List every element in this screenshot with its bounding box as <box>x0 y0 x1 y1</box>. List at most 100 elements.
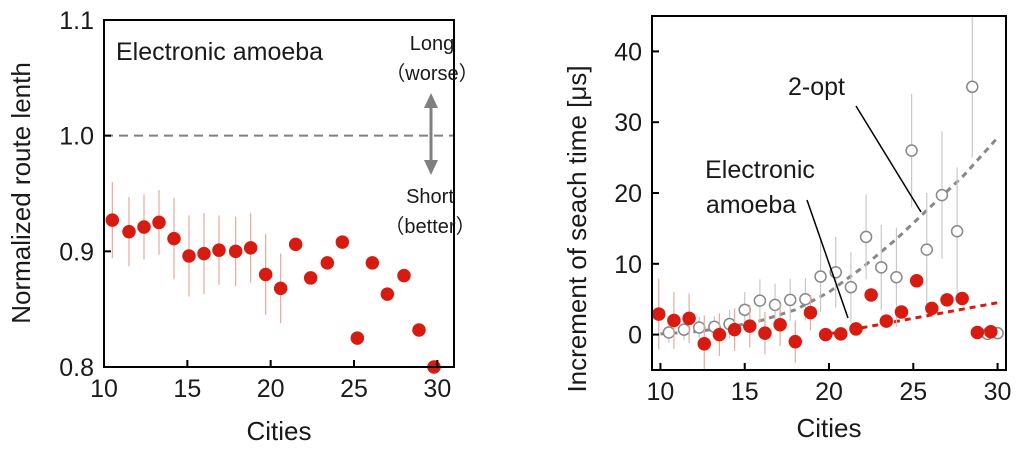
amoeba-point <box>758 326 772 340</box>
right-y-tick-label: 20 <box>614 180 642 208</box>
amoeba-point <box>105 213 120 227</box>
up-down-arrow-icon <box>424 93 438 175</box>
amoeba-point <box>909 274 924 288</box>
left-x-tick-label: 10 <box>90 375 118 403</box>
better-label: （better） <box>384 215 475 238</box>
amoeba-point <box>380 287 395 301</box>
right-x-tick-label: 30 <box>984 378 1012 406</box>
two-opt-point <box>662 326 676 339</box>
left-y-tick-label: 0.9 <box>59 238 94 266</box>
amoeba-point <box>743 319 757 333</box>
left-ticks: 10 15 20 25 30 0.8 0.9 1.0 1.1 <box>59 7 451 403</box>
amoeba-point <box>697 337 712 351</box>
amoeba-point <box>925 301 939 316</box>
left-y-tick-label: 0.8 <box>59 354 94 382</box>
right-y-tick-label: 10 <box>614 251 642 279</box>
left-y-tick-label: 1.1 <box>59 7 94 35</box>
two-opt-point <box>799 292 812 306</box>
right-y-tick-label: 0 <box>628 322 642 350</box>
two-opt-point <box>875 261 888 274</box>
amoeba-point <box>788 334 803 349</box>
two-opt-point <box>890 271 903 284</box>
amoeba-point <box>320 256 335 270</box>
amoeba-point <box>335 235 350 249</box>
right-x-tick-label: 25 <box>899 378 927 406</box>
two-opt-label: 2-opt <box>788 73 845 101</box>
two-opt-point <box>966 80 979 94</box>
amoeba-point <box>894 305 909 319</box>
amoeba-inset-label: Electronic amoeba <box>116 38 323 66</box>
worse-label: （worse） <box>385 62 478 85</box>
amoeba-point <box>258 267 273 282</box>
right-series-layer <box>651 16 1004 370</box>
left-x-tick-label: 30 <box>423 375 451 403</box>
amoeba-point <box>667 313 681 328</box>
amoeba-point <box>243 241 258 255</box>
amoeba-point <box>303 271 318 285</box>
amoeba-point <box>984 325 998 339</box>
right-y-tick-label: 30 <box>614 109 642 137</box>
amoeba-point <box>197 246 211 261</box>
short-label: Short <box>406 186 454 208</box>
amoeba-point <box>288 237 303 252</box>
right-y-axis-label: Increment of seach time [μs] <box>562 65 592 392</box>
two-opt-point <box>905 144 918 157</box>
two-opt-point <box>950 224 964 238</box>
two-opt-point <box>768 298 782 312</box>
two-opt-leader-line <box>855 105 922 213</box>
amoeba-point <box>818 327 833 342</box>
amoeba-point <box>212 243 226 257</box>
amoeba-point <box>137 220 151 234</box>
two-opt-point <box>814 270 827 283</box>
two-opt-point <box>844 280 858 294</box>
two-opt-point <box>935 188 949 202</box>
right-y-tick-label: 40 <box>614 38 642 66</box>
left-x-tick-label: 25 <box>340 375 368 403</box>
amoeba-point <box>955 291 969 306</box>
amoeba-point <box>834 327 848 341</box>
amoeba-point <box>365 256 380 270</box>
amoeba-point <box>970 325 985 340</box>
left-x-tick-label: 15 <box>173 375 201 403</box>
amoeba-point <box>412 323 426 337</box>
amoeba-point <box>651 307 666 321</box>
two-opt-point <box>738 303 751 317</box>
two-opt-point <box>783 293 797 307</box>
amoeba-point <box>879 314 894 328</box>
two-opt-point <box>859 230 873 244</box>
amoeba-point <box>682 311 696 326</box>
amoeba-point <box>712 327 727 342</box>
amoeba-leader-line <box>806 199 849 319</box>
amoeba-point <box>152 215 166 230</box>
long-label: Long <box>410 33 455 55</box>
amoeba-point <box>727 322 742 337</box>
amoeba-point <box>350 331 365 345</box>
left-y-tick-label: 1.0 <box>59 123 94 151</box>
left-series-layer <box>104 134 454 374</box>
right-x-axis-label: Cities <box>796 413 861 443</box>
amoeba-label-line2: amoeba <box>706 191 796 219</box>
amoeba-point <box>167 231 181 246</box>
left-y-axis-label: Normalized route lenth <box>6 62 36 324</box>
two-opt-point <box>920 243 934 256</box>
right-x-tick-label: 10 <box>647 378 675 406</box>
amoeba-point <box>273 281 288 296</box>
right-x-tick-label: 15 <box>731 378 759 406</box>
two-opt-point <box>677 323 691 336</box>
amoeba-point <box>122 224 136 239</box>
right-x-tick-label: 20 <box>815 378 843 406</box>
amoeba-point <box>940 293 954 307</box>
amoeba-point <box>397 268 411 283</box>
amoeba-point <box>864 288 878 302</box>
amoeba-point <box>182 249 196 263</box>
two-opt-point <box>753 294 767 307</box>
two-opt-point <box>692 321 706 334</box>
left-x-axis-label: Cities <box>246 416 311 446</box>
amoeba-point <box>849 322 863 336</box>
route-length-chart: 10 15 20 25 30 0.8 0.9 1.0 1.1 Cities Normalized… <box>6 7 479 446</box>
left-plot-frame <box>103 19 455 368</box>
left-x-tick-label: 20 <box>257 375 285 403</box>
